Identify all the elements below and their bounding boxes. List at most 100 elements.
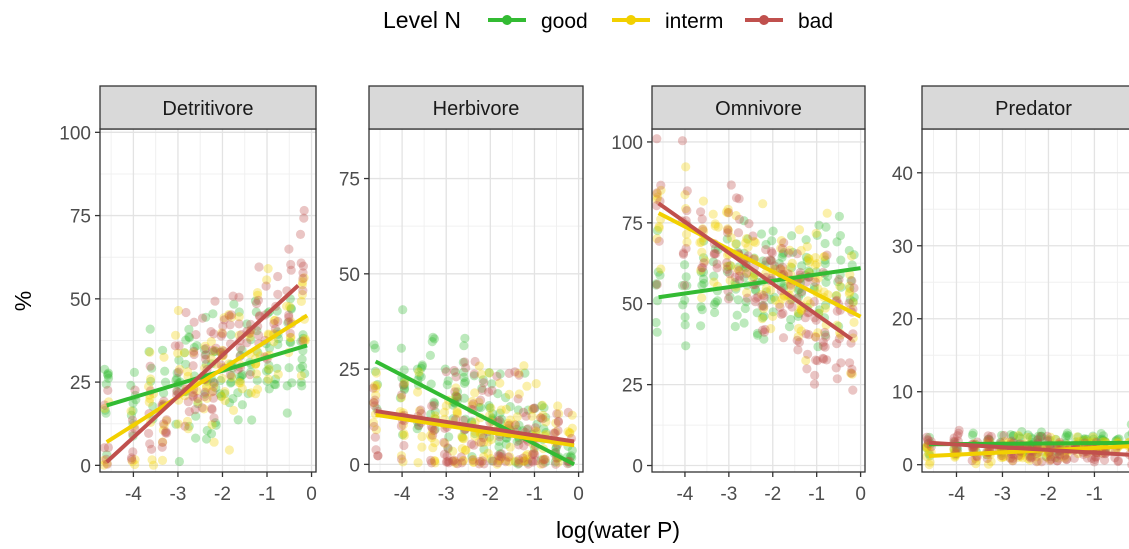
point-good — [523, 405, 533, 415]
point-good — [443, 444, 453, 454]
point-good — [495, 449, 505, 459]
point-bad — [1099, 455, 1110, 465]
point-interm — [206, 337, 216, 347]
point-bad — [496, 449, 507, 459]
point-interm — [452, 407, 462, 418]
point-good — [171, 419, 181, 429]
point-interm — [458, 455, 468, 465]
point-interm — [452, 409, 462, 419]
point-good — [128, 398, 138, 408]
point-good — [967, 430, 978, 440]
point-interm — [299, 336, 309, 346]
point-interm — [541, 417, 551, 427]
point-bad — [397, 390, 407, 400]
point-bad — [145, 361, 155, 371]
point-bad — [804, 330, 814, 340]
point-bad — [371, 445, 381, 455]
y-tick-label: 0 — [349, 455, 360, 476]
point-bad — [468, 399, 478, 409]
point-bad — [369, 383, 378, 393]
point-bad — [734, 275, 745, 285]
point-interm — [787, 258, 797, 268]
point-good — [206, 429, 217, 439]
point-bad — [269, 319, 279, 329]
point-good — [949, 444, 959, 454]
point-bad — [776, 309, 787, 319]
point-interm — [144, 381, 154, 392]
point-interm — [428, 443, 438, 453]
point-bad — [1061, 455, 1072, 465]
point-bad — [170, 341, 180, 351]
point-good — [512, 436, 522, 446]
point-interm — [396, 392, 406, 403]
point-interm — [803, 253, 813, 263]
point-good — [779, 248, 789, 258]
point-bad — [483, 387, 494, 397]
point-good — [835, 231, 846, 241]
point-interm — [130, 455, 140, 465]
point-good — [539, 424, 549, 434]
point-bad — [396, 454, 407, 464]
point-good — [282, 408, 292, 418]
point-bad — [510, 367, 520, 377]
point-bad — [821, 332, 831, 342]
point-bad — [523, 424, 533, 434]
point-good — [210, 346, 220, 356]
point-bad — [1032, 457, 1042, 467]
point-bad — [504, 368, 514, 378]
point-bad — [189, 349, 199, 360]
point-bad — [761, 256, 772, 266]
point-good — [398, 430, 408, 440]
point-good — [722, 234, 732, 244]
point-good — [680, 260, 690, 270]
point-good — [193, 399, 203, 409]
point-interm — [531, 379, 541, 389]
point-interm — [1033, 456, 1043, 466]
point-good — [191, 411, 201, 421]
point-interm — [158, 425, 168, 435]
point-bad — [200, 392, 210, 402]
point-good — [831, 291, 841, 301]
point-bad — [449, 455, 459, 465]
point-bad — [207, 404, 217, 415]
point-interm — [400, 378, 410, 388]
point-bad — [284, 244, 294, 254]
point-interm — [234, 312, 244, 322]
point-good — [696, 267, 706, 277]
point-good — [103, 369, 113, 379]
point-interm — [554, 409, 564, 419]
point-bad — [518, 453, 528, 463]
point-bad — [777, 244, 787, 254]
point-good — [710, 307, 720, 318]
point-interm — [743, 242, 753, 252]
point-interm — [297, 280, 307, 290]
panel-herbivore: Herbivore 0 25 50 75 -4 -3 -2 -1 0 — [339, 85, 584, 505]
point-bad — [722, 264, 732, 274]
point-good — [286, 304, 296, 314]
point-bad — [286, 265, 296, 275]
point-interm — [1022, 432, 1032, 442]
point-interm — [467, 396, 477, 407]
point-good — [778, 249, 788, 259]
point-interm — [173, 419, 183, 429]
point-bad — [285, 328, 295, 338]
point-good — [269, 379, 279, 389]
point-good — [103, 368, 113, 378]
x-tick-label: -2 — [1040, 484, 1057, 505]
point-interm — [264, 364, 274, 374]
point-interm — [450, 457, 460, 467]
point-good — [530, 403, 540, 414]
point-bad — [162, 428, 172, 438]
point-interm — [503, 418, 513, 428]
point-bad — [818, 341, 828, 351]
point-interm — [1016, 451, 1026, 461]
point-bad — [722, 258, 732, 268]
point-interm — [924, 460, 934, 470]
point-interm — [804, 257, 815, 267]
point-bad — [493, 458, 503, 468]
point-good — [296, 337, 306, 347]
point-bad — [284, 310, 294, 320]
point-bad — [477, 456, 488, 466]
point-interm — [458, 456, 468, 466]
point-good — [160, 377, 171, 387]
